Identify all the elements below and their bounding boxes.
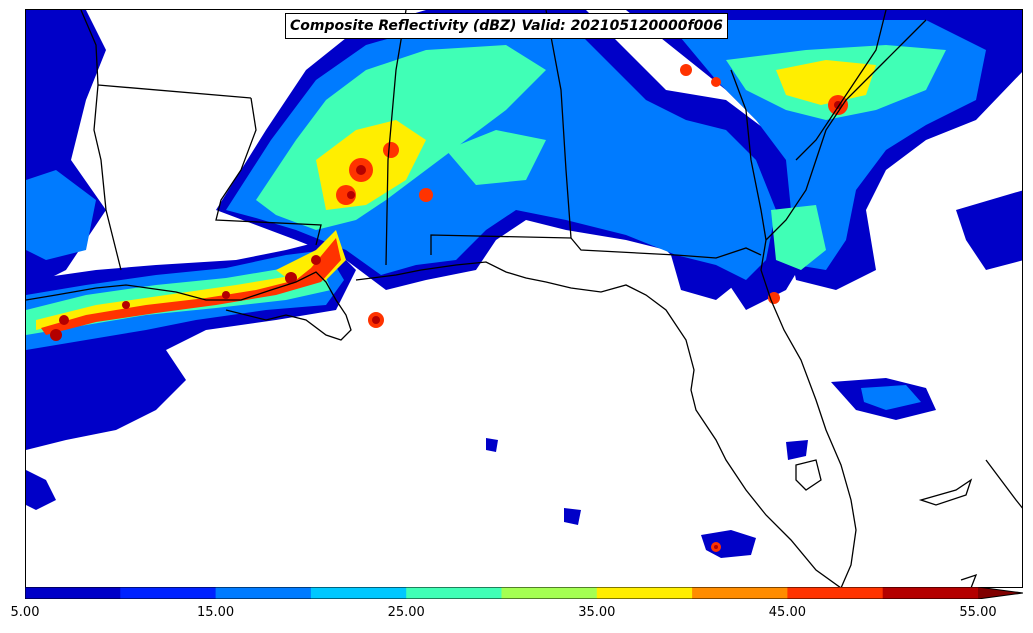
coastline [918,478,973,506]
state-border [730,69,767,241]
colorbar-bin [787,587,884,599]
colorbar-bin [882,587,979,599]
coastline [985,459,1022,509]
colorbar-bin [692,587,788,599]
state-border [215,97,322,246]
colorbar-tick-label: 35.00 [578,605,616,620]
colorbar [25,587,1023,599]
state-border [795,10,887,161]
coastline [760,239,857,587]
state-border [385,10,407,266]
state-border [430,10,572,255]
coastline [765,19,927,241]
map-boundaries [26,10,1022,587]
colorbar-bin [120,587,217,599]
precip-level-55 [50,101,842,549]
coastline [795,459,822,491]
colorbar-bin [215,587,312,599]
state-border [570,237,762,259]
colorbar-bin [310,587,407,599]
colorbar-bin [596,587,693,599]
colorbar-tick-label: 5.00 [10,605,40,620]
colorbar-tick-label: 55.00 [959,605,997,620]
coastline [960,573,978,587]
coastline [355,261,841,587]
coastline [26,271,352,341]
state-border [80,10,122,271]
map-panel [25,9,1023,588]
colorbar-tick-label: 25.00 [387,605,425,620]
colorbar-outline [25,587,1023,599]
colorbar-bin [406,587,502,599]
colorbar-tick-label: 15.00 [196,605,235,620]
map-title: Composite Reflectivity (dBZ) Valid: 2021… [285,13,728,39]
state-border [97,84,252,99]
reflectivity-map [26,10,1022,587]
colorbar-tick-label: 45.00 [768,605,806,620]
colorbar-bin [501,587,598,599]
colorbar-extend-arrow [978,587,1023,599]
precip-level-45 [41,64,848,552]
colorbar-bin [25,587,121,599]
